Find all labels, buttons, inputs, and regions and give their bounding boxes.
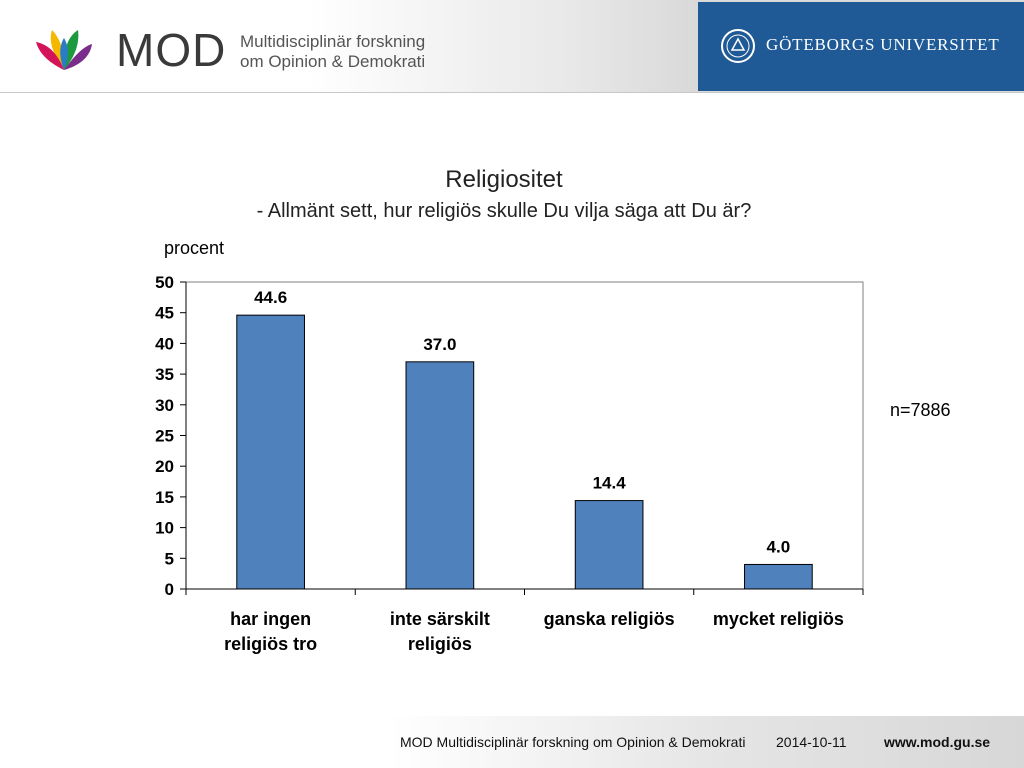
- mod-tagline-line-2: om Opinion & Demokrati: [240, 52, 426, 71]
- university-banner: [698, 2, 1024, 91]
- footer-date: 2014-10-11: [776, 734, 847, 750]
- y-tick-label: 25: [155, 427, 174, 446]
- sample-size-note: n=7886: [890, 400, 951, 420]
- footer-organization: MOD Multidisciplinär forskning om Opinio…: [400, 734, 746, 750]
- mod-logo-tagline: Multidisciplinär forskning om Opinion & …: [240, 32, 425, 72]
- y-tick-label: 10: [155, 519, 174, 538]
- y-tick-label: 40: [155, 334, 174, 353]
- y-tick-label: 35: [155, 365, 174, 384]
- y-tick-label: 20: [155, 457, 174, 476]
- y-tick-label: 50: [155, 273, 174, 292]
- bar-data-label: 4.0: [767, 537, 791, 556]
- y-axis-unit-label: procent: [164, 238, 225, 258]
- chart-title: Religiositet: [445, 166, 563, 193]
- bar: [744, 563, 813, 590]
- bar-data-label: 14.4: [593, 474, 627, 493]
- x-category-label: religiös tro: [224, 634, 317, 654]
- mod-logo-wordmark: MOD: [116, 24, 227, 76]
- footer-website-link[interactable]: www.mod.gu.se: [884, 734, 991, 750]
- bar-data-label: 44.6: [254, 288, 287, 307]
- x-category-label: ganska religiös: [544, 609, 675, 629]
- university-seal-icon: [721, 29, 755, 63]
- y-tick-label: 5: [165, 549, 174, 568]
- bar: [574, 500, 644, 590]
- y-tick-label: 45: [155, 304, 174, 323]
- x-category-label: mycket religiös: [713, 609, 844, 629]
- footer-bar: [0, 716, 1024, 768]
- x-category-label: religiös: [408, 634, 472, 654]
- y-tick-label: 30: [155, 396, 174, 415]
- x-category-label: har ingen: [230, 609, 311, 629]
- mod-flower-logo-icon: [36, 30, 92, 70]
- y-tick-label: 0: [165, 580, 174, 599]
- y-tick-label: 15: [155, 488, 174, 507]
- bar: [236, 314, 305, 590]
- bar: [405, 361, 475, 590]
- chart-subtitle: - Allmänt sett, hur religiös skulle Du v…: [256, 200, 752, 222]
- bar-chart: 0 5 10 15 20 25 30 35 40 45 50 44.6 har ingen religiö…: [155, 273, 864, 654]
- x-category-label: inte särskilt: [390, 609, 490, 629]
- university-name: GÖTEBORGS UNIVERSITET: [766, 35, 1000, 54]
- bar-data-label: 37.0: [423, 335, 456, 354]
- mod-tagline-line-1: Multidisciplinär forskning: [240, 32, 426, 51]
